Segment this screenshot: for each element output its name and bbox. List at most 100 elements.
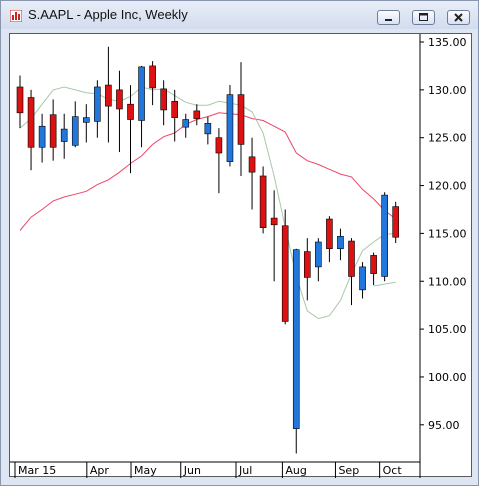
moving-average-short (19, 86, 396, 320)
moving-average-long (19, 112, 397, 231)
title-bar[interactable]: S.AAPL - Apple Inc, Weekly (1, 1, 478, 29)
candle[interactable] (127, 85, 134, 174)
candle[interactable] (16, 75, 24, 129)
candle-body-up (381, 194, 388, 277)
candle[interactable] (392, 201, 400, 243)
close-icon (454, 13, 463, 22)
candle-body-up (315, 241, 322, 268)
candle[interactable] (182, 113, 190, 138)
candle[interactable] (303, 238, 311, 301)
candle-body-down (348, 240, 355, 277)
candle-body-up (94, 86, 101, 122)
close-button[interactable] (447, 10, 470, 25)
candle-body-up (292, 249, 300, 429)
price-chart[interactable]: 135.00 130.00 125.00 120.00 115.00 110.00 105.… (10, 34, 473, 478)
candle-body-down (49, 114, 57, 148)
candle-body-down (160, 88, 167, 111)
candle-body-down (392, 206, 400, 238)
y-tick-label: 105.00 (428, 323, 467, 336)
candle[interactable] (60, 113, 68, 159)
candle[interactable] (138, 65, 145, 148)
candle[interactable] (27, 89, 35, 171)
candle-body-down (27, 97, 35, 148)
candle[interactable] (281, 209, 289, 325)
x-tick-label: Sep (338, 464, 359, 477)
x-tick-label: Jul (238, 464, 252, 477)
candle-body-up (60, 128, 68, 142)
candle-body-down (105, 84, 112, 107)
candle-body-up (71, 116, 79, 146)
candle[interactable] (270, 190, 278, 282)
moving-average-short-tail (373, 281, 396, 287)
candle-body-up (337, 235, 344, 250)
candle[interactable] (105, 46, 112, 143)
candle-body-down (248, 156, 256, 173)
candle[interactable] (193, 104, 201, 126)
maximize-icon (419, 13, 428, 21)
candle[interactable] (348, 238, 355, 306)
candle-body-up (83, 117, 90, 123)
x-tick-label: Aug (285, 464, 306, 477)
candle-body-down (270, 217, 278, 226)
candle-body-down (171, 101, 178, 118)
x-tick-label: Apr (90, 464, 110, 477)
candle[interactable] (337, 228, 344, 261)
candle-body-down (259, 175, 267, 228)
candle[interactable] (315, 238, 322, 282)
candle[interactable] (326, 216, 333, 263)
y-tick-label: 130.00 (428, 84, 467, 97)
y-tick-label: 125.00 (428, 132, 467, 145)
candle[interactable] (83, 104, 90, 143)
y-tick-label: 115.00 (428, 227, 467, 240)
candle-body-down (237, 94, 245, 145)
candle-body-up (38, 125, 46, 148)
candle-body-down (303, 251, 311, 278)
candle[interactable] (116, 70, 123, 153)
y-tick-label: 95.00 (428, 419, 460, 432)
candle-body-down (281, 225, 289, 322)
candle[interactable] (359, 262, 366, 299)
x-tick-label: Oct (383, 464, 403, 477)
window-title: S.AAPL - Apple Inc, Weekly (28, 7, 188, 22)
y-tick-label: 135.00 (428, 36, 467, 49)
candle-body-up (204, 123, 212, 135)
y-tick-label: 100.00 (428, 371, 467, 384)
candle[interactable] (215, 128, 223, 194)
candle[interactable] (381, 192, 388, 282)
candle[interactable] (226, 85, 234, 167)
candle[interactable] (370, 252, 377, 286)
candle-body-down (215, 137, 223, 154)
candle[interactable] (237, 62, 245, 176)
candle[interactable] (149, 61, 156, 106)
candle-body-up (138, 66, 145, 121)
candle[interactable] (94, 80, 101, 138)
minimize-button[interactable] (377, 10, 400, 25)
candle-body-down (116, 89, 123, 110)
candle[interactable] (171, 89, 178, 142)
candle-body-down (370, 255, 377, 274)
candle-body-up (182, 119, 190, 128)
chart-area[interactable]: 135.00 130.00 125.00 120.00 115.00 110.00 105.… (9, 33, 473, 478)
candle-body-up (359, 266, 366, 291)
candle[interactable] (71, 101, 79, 148)
x-tick-label: Mar 15 (18, 464, 56, 477)
candle[interactable] (49, 99, 57, 161)
minimize-icon (385, 19, 392, 21)
candle[interactable] (292, 248, 300, 454)
candle[interactable] (248, 137, 256, 210)
candle[interactable] (160, 80, 167, 126)
candle-body-down (16, 86, 24, 114)
chart-app-icon (10, 10, 22, 22)
candle-body-down (193, 110, 201, 119)
candle-body-down (149, 65, 156, 89)
y-tick-label: 110.00 (428, 275, 467, 288)
y-tick-label: 120.00 (428, 180, 467, 193)
candle-body-down (326, 218, 333, 250)
candle[interactable] (204, 116, 212, 145)
candle[interactable] (38, 113, 46, 163)
candle[interactable] (259, 166, 267, 234)
maximize-button[interactable] (412, 10, 435, 25)
candle-body-up (226, 94, 234, 162)
x-tick-label: May (134, 464, 157, 477)
